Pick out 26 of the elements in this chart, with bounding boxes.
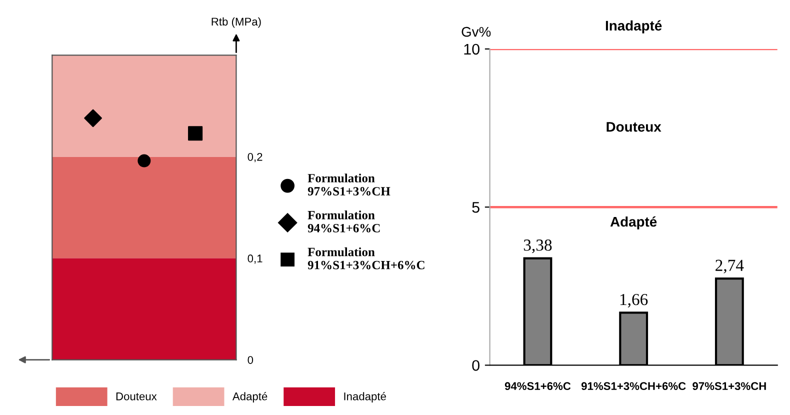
annotation: Douteux — [606, 122, 662, 132]
point — [188, 126, 203, 141]
x-tick-label: 91%S1+3%CH+6%C — [581, 382, 686, 390]
y-tick-label: 5 — [472, 202, 480, 213]
text: Inadapté — [606, 20, 662, 34]
point — [138, 154, 151, 168]
data-label: 1,66 — [620, 294, 648, 308]
data-label: 2,74 — [716, 260, 744, 274]
legend-label: Adapté — [232, 392, 268, 402]
y-tick-label: 0,2 — [248, 153, 262, 162]
legend-label: Formulation 94%S1+6%C — [308, 210, 380, 232]
y-axis-title: Gv% — [462, 26, 491, 37]
point — [84, 109, 102, 128]
y-tick-label: 0 — [248, 356, 254, 364]
legend-label: Formulation 91%S1+3%CH+6%C — [308, 247, 424, 270]
y-axis-title: Rtb (MPa) — [212, 17, 261, 28]
legend-label: Inadapté — [344, 392, 386, 402]
x-tick-label: 97%S1+3%CH — [692, 382, 766, 390]
legend-label: Douteux — [116, 392, 157, 400]
annotation: Adapté — [610, 216, 657, 230]
x-tick-label: 94%S1+6%C — [504, 382, 571, 390]
data-label: 3,38 — [524, 240, 552, 254]
legend-label: Formulation 97%S1+3%CH — [308, 174, 390, 196]
y-tick-label: 10 — [464, 44, 480, 55]
y-tick-label: 0 — [472, 360, 480, 371]
y-tick-label: 0,1 — [248, 254, 262, 264]
